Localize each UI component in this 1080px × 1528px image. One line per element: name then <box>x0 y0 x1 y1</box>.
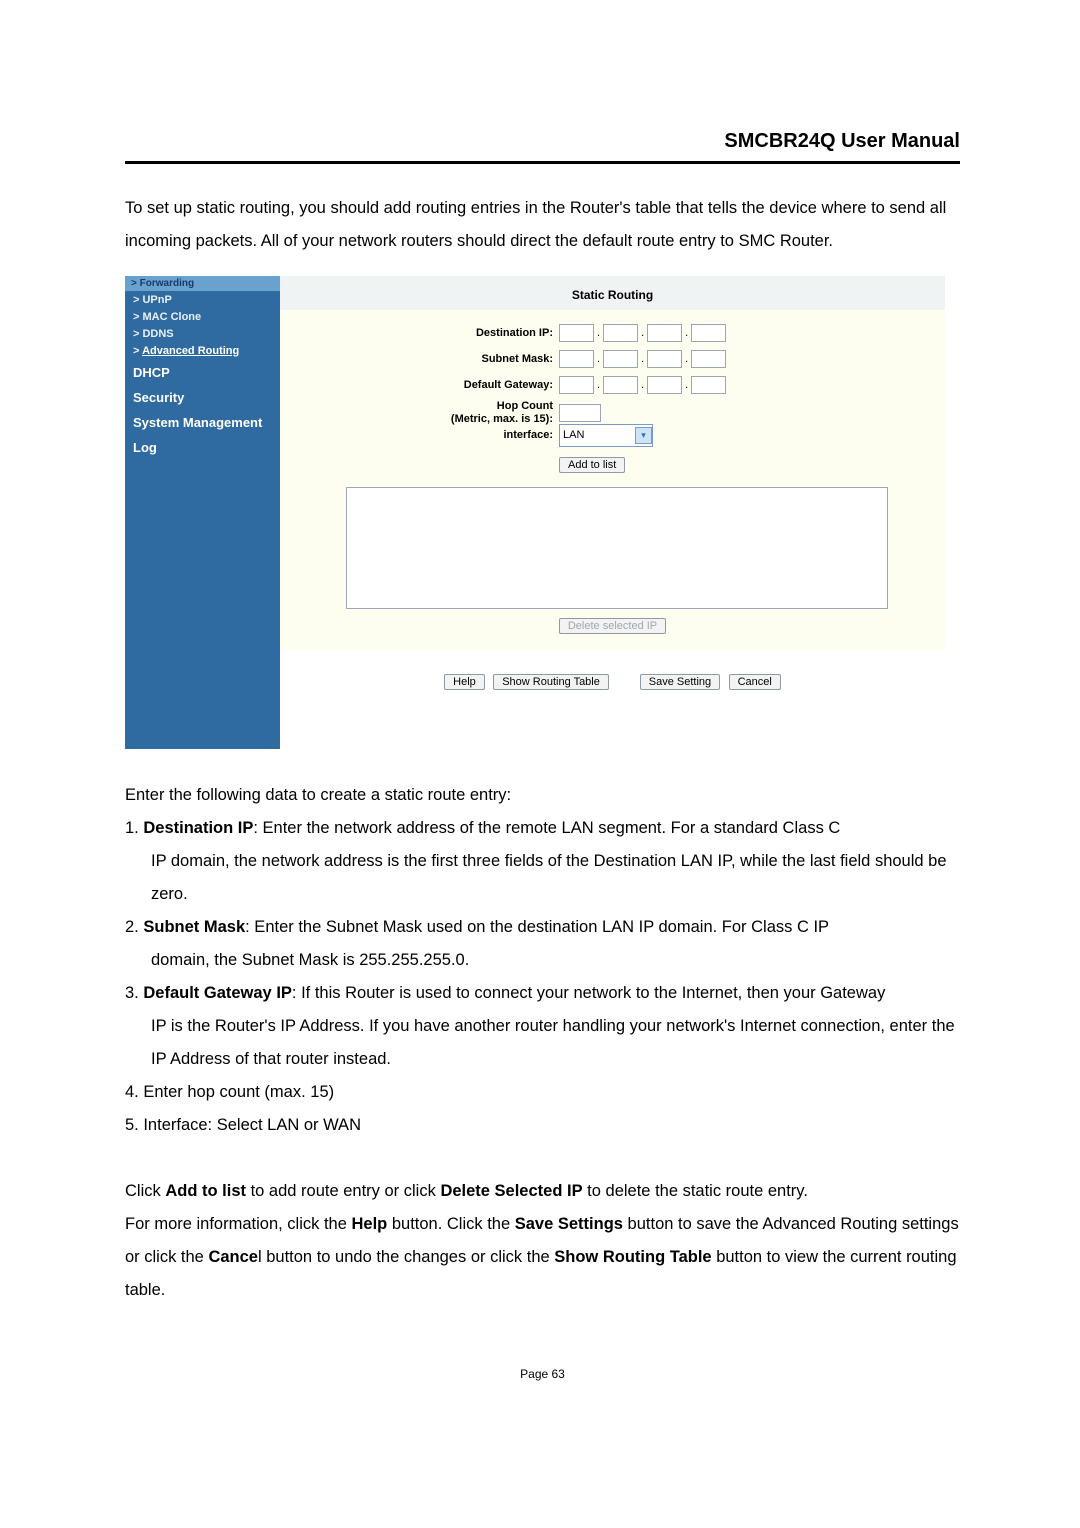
instruction-5: 5. Interface: Select LAN or WAN <box>125 1109 960 1142</box>
add-to-list-button[interactable]: Add to list <box>559 457 625 473</box>
text: For more information, click the <box>125 1215 352 1233</box>
sidebar-item-forwarding[interactable]: > Forwarding <box>125 276 280 291</box>
sidebar-item-ddns[interactable]: > DDNS <box>125 325 280 342</box>
button-bar: Help Show Routing Table Save Setting Can… <box>280 650 945 722</box>
save-setting-button[interactable]: Save Setting <box>640 674 720 690</box>
routes-listbox[interactable] <box>346 487 888 609</box>
sidebar-item-upnp[interactable]: > UPnP <box>125 291 280 308</box>
page-number: Page 63 <box>125 1307 960 1381</box>
label-destination-ip: Destination IP: <box>298 327 559 340</box>
term-show-routing-table: Show Routing Table <box>554 1248 711 1266</box>
sidebar-item-mac-clone[interactable]: > MAC Clone <box>125 308 280 325</box>
header-rule <box>125 161 960 164</box>
page-title: SMCBR24Q User Manual <box>125 130 960 161</box>
text: IP is the Router's IP Address. If you ha… <box>125 1010 960 1076</box>
term-subnet-mask: Subnet Mask <box>143 918 245 936</box>
label-default-gateway: Default Gateway: <box>298 379 559 392</box>
sidebar-item-dhcp[interactable]: DHCP <box>125 359 280 384</box>
sidebar-item-system-management[interactable]: System Management <box>125 409 280 434</box>
show-routing-table-button[interactable]: Show Routing Table <box>493 674 609 690</box>
sidebar-item-advanced-routing[interactable]: > Advanced Routing <box>125 342 280 359</box>
text: : Enter the network address of the remot… <box>253 819 840 837</box>
text: domain, the Subnet Mask is 255.255.255.0… <box>125 944 960 977</box>
destination-ip-input[interactable]: ... <box>559 324 726 342</box>
term-destination-ip: Destination IP <box>143 819 253 837</box>
instructions-lead: Enter the following data to create a sta… <box>125 779 960 812</box>
label-interface: interface: <box>298 429 559 442</box>
text: Click <box>125 1182 165 1200</box>
panel-title: Static Routing <box>280 276 945 310</box>
text: to add route entry or click <box>246 1182 440 1200</box>
subnet-mask-input[interactable]: ... <box>559 350 726 368</box>
static-routing-form: Destination IP: ... Subnet Mask: ... Def… <box>280 310 945 650</box>
label-subnet-mask: Subnet Mask: <box>298 353 559 366</box>
default-gateway-input[interactable]: ... <box>559 376 726 394</box>
cancel-button[interactable]: Cancel <box>729 674 781 690</box>
term-help: Help <box>352 1215 388 1233</box>
sidebar-item-label: Advanced Routing <box>142 345 239 357</box>
instructions: Enter the following data to create a sta… <box>125 779 960 1307</box>
term-save-settings: Save Settings <box>515 1215 623 1233</box>
sidebar-item-log[interactable]: Log <box>125 434 280 459</box>
router-screenshot: > Forwarding > UPnP > MAC Clone > DDNS >… <box>125 276 945 749</box>
help-button[interactable]: Help <box>444 674 485 690</box>
text: l button to undo the changes or click th… <box>258 1248 554 1266</box>
sidebar-item-security[interactable]: Security <box>125 384 280 409</box>
sidebar: > Forwarding > UPnP > MAC Clone > DDNS >… <box>125 276 280 749</box>
text: : If this Router is used to connect your… <box>292 984 885 1002</box>
text: button. Click the <box>387 1215 514 1233</box>
text: : Enter the Subnet Mask used on the dest… <box>245 918 829 936</box>
interface-value: LAN <box>563 429 584 441</box>
chevron-down-icon: ▾ <box>635 427 652 444</box>
instruction-4: 4. Enter hop count (max. 15) <box>125 1076 960 1109</box>
hop-count-input[interactable] <box>559 404 601 422</box>
interface-select[interactable]: LAN ▾ <box>559 424 653 447</box>
term-delete-selected-ip: Delete Selected IP <box>440 1182 582 1200</box>
text: IP domain, the network address is the fi… <box>125 845 960 911</box>
term-add-to-list: Add to list <box>165 1182 246 1200</box>
label-hop-count: Hop Count(Metric, max. is 15): <box>298 400 559 425</box>
delete-selected-ip-button[interactable]: Delete selected IP <box>559 618 666 634</box>
text: to delete the static route entry. <box>583 1182 808 1200</box>
term-cancel: Cance <box>208 1248 258 1266</box>
term-default-gateway-ip: Default Gateway IP <box>143 984 292 1002</box>
intro-paragraph: To set up static routing, you should add… <box>125 192 960 258</box>
